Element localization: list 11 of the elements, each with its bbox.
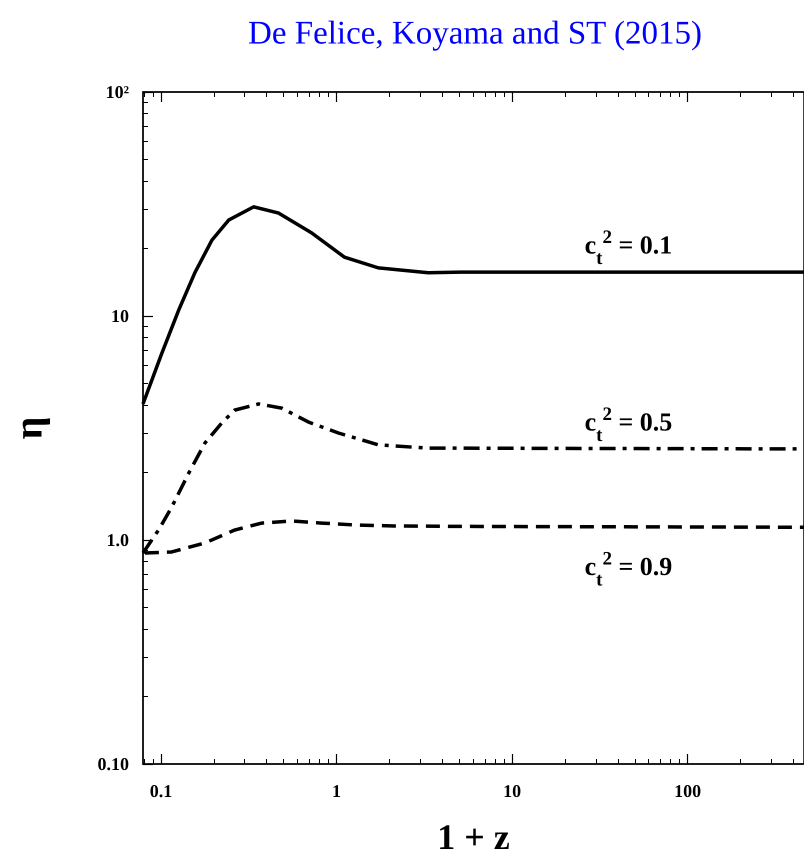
x-tick-label: 1 <box>332 781 342 801</box>
x-axis-title: 1 + z <box>437 817 510 857</box>
y-tick-label: 10 <box>111 306 129 326</box>
y-axis-title: η <box>6 416 50 440</box>
y-tick-label: 1.0 <box>106 530 129 550</box>
y-tick-label: 10² <box>106 82 129 102</box>
x-tick-label: 0.1 <box>150 781 172 801</box>
y-tick-label: 0.10 <box>98 754 129 774</box>
x-tick-label: 10 <box>503 781 522 801</box>
chart-title: De Felice, Koyama and ST (2015) <box>248 16 702 52</box>
x-tick-label: 100 <box>674 781 702 801</box>
